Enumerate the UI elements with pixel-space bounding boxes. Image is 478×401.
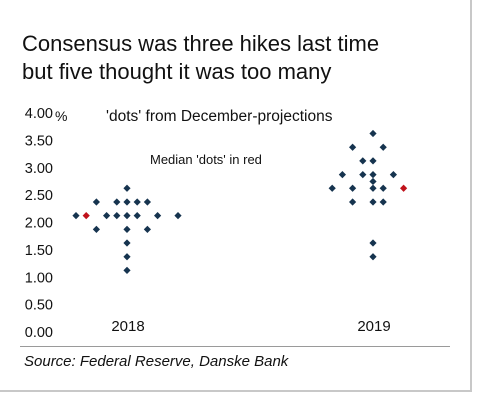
x-axis-categories: 2018 2019	[111, 318, 390, 335]
dot	[338, 170, 346, 179]
dot	[123, 266, 131, 275]
median-dot	[400, 184, 408, 192]
dot	[369, 198, 377, 206]
dot	[133, 212, 141, 220]
y-tick-label: 4.00	[25, 106, 53, 122]
dot	[379, 198, 387, 206]
y-tick-label: 0.50	[25, 298, 53, 314]
y-tick-label: 0.00	[25, 325, 53, 341]
median-dot	[82, 212, 90, 220]
dot	[369, 177, 377, 186]
dot	[379, 143, 387, 151]
dot	[369, 129, 377, 138]
y-tick-label: 1.00	[25, 270, 53, 286]
dot	[328, 184, 336, 192]
dot	[133, 198, 141, 206]
dot	[123, 239, 131, 247]
chart-title: Consensus was three hikes last time but …	[22, 30, 452, 86]
source-divider	[20, 346, 450, 347]
x-category-label: 2018	[111, 318, 144, 335]
dot	[123, 253, 131, 261]
dot	[349, 143, 357, 151]
y-tick-label: 2.00	[25, 216, 53, 232]
dot	[143, 225, 151, 233]
chart-frame	[0, 0, 472, 392]
y-tick-label: 3.50	[25, 133, 53, 149]
dot	[369, 170, 377, 179]
median-annotation: Median 'dots' in red	[150, 152, 262, 167]
chart-subtitle: 'dots' from December-projections	[106, 108, 333, 125]
dot	[369, 157, 377, 165]
dot	[379, 184, 387, 192]
dot	[123, 184, 131, 192]
dot	[72, 212, 80, 220]
title-line-2: but five thought it was too many	[22, 59, 332, 84]
plot-dots	[72, 129, 408, 275]
dot	[92, 225, 100, 233]
dot	[154, 212, 162, 220]
dot	[103, 212, 111, 220]
dot	[389, 170, 397, 179]
dot	[123, 198, 131, 206]
dot	[369, 239, 377, 247]
dot	[92, 198, 100, 206]
y-tick-label: 2.50	[25, 188, 53, 204]
title-line-1: Consensus was three hikes last time	[22, 31, 380, 56]
dot	[143, 198, 151, 206]
y-axis-unit: %	[55, 108, 68, 124]
y-tick-label: 1.50	[25, 243, 53, 259]
x-category-label: 2019	[357, 318, 390, 335]
dot	[113, 198, 121, 206]
dot	[349, 198, 357, 206]
dot	[113, 212, 121, 220]
y-tick-label: 3.00	[25, 161, 53, 177]
dot	[359, 157, 367, 165]
dot	[359, 170, 367, 179]
dot	[349, 184, 357, 192]
y-axis-ticks: 0.00 0.50 1.00 1.50 2.00 2.50 3.00 3.50 4.00	[25, 106, 53, 341]
dot	[174, 212, 182, 220]
dot	[123, 225, 131, 233]
dot	[123, 212, 131, 220]
dot	[369, 253, 377, 261]
source-note: Source: Federal Reserve, Danske Bank	[24, 353, 289, 370]
dot	[369, 184, 377, 192]
